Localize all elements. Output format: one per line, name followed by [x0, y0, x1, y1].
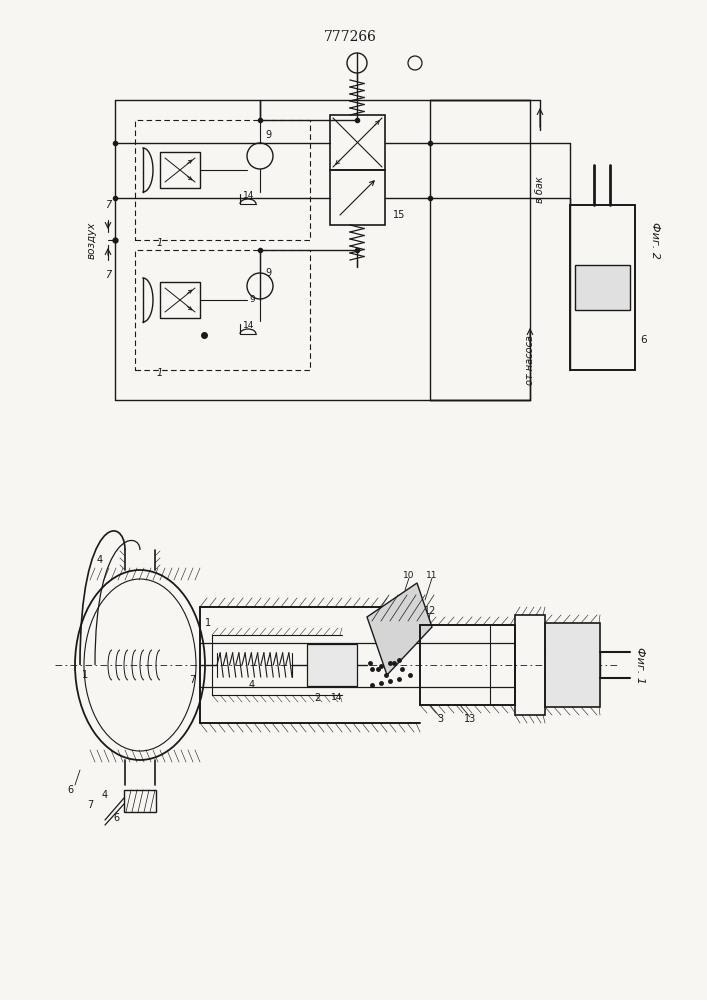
Text: воздух: воздух: [87, 221, 97, 259]
Text: в бак: в бак: [535, 177, 545, 203]
Text: 777266: 777266: [324, 30, 376, 44]
Text: 6: 6: [67, 785, 73, 795]
Text: от насоса: от насоса: [525, 335, 535, 385]
Bar: [135, 120, 310, 240]
Text: 3: 3: [437, 714, 443, 724]
Text: 14: 14: [243, 190, 255, 200]
Bar: [307, 644, 357, 686]
Text: 4: 4: [249, 680, 255, 690]
Text: 15: 15: [393, 210, 405, 220]
Text: 4: 4: [102, 790, 108, 800]
Polygon shape: [367, 583, 432, 675]
Text: 7: 7: [105, 200, 111, 210]
Bar: [160, 152, 200, 188]
Text: 6: 6: [114, 813, 120, 823]
Text: 6: 6: [640, 335, 647, 345]
Text: 7: 7: [87, 800, 93, 810]
Text: 14: 14: [243, 320, 255, 330]
Text: 9: 9: [249, 296, 255, 304]
Bar: [570, 205, 635, 370]
Text: 1: 1: [205, 618, 211, 628]
Text: 9: 9: [265, 130, 271, 140]
Text: 7: 7: [105, 270, 111, 280]
Text: 1: 1: [157, 238, 163, 248]
Text: 11: 11: [426, 570, 438, 580]
Bar: [515, 615, 545, 715]
Text: 14: 14: [332, 694, 343, 702]
Text: 10: 10: [403, 570, 415, 580]
Text: 13: 13: [464, 714, 476, 724]
Bar: [330, 115, 385, 170]
Text: 9: 9: [265, 268, 271, 278]
Bar: [545, 623, 600, 707]
Text: 1: 1: [157, 368, 163, 378]
Text: 4: 4: [97, 555, 103, 565]
Text: 2: 2: [314, 693, 320, 703]
Text: 12: 12: [423, 606, 436, 616]
Bar: [160, 282, 200, 318]
Bar: [135, 250, 310, 370]
Text: Фиг. 1: Фиг. 1: [635, 647, 645, 683]
Bar: [575, 265, 630, 310]
Text: 1: 1: [82, 670, 88, 680]
Text: 7: 7: [189, 675, 195, 685]
Bar: [124, 790, 156, 812]
Bar: [330, 170, 385, 225]
Text: Фиг. 2: Фиг. 2: [650, 222, 660, 258]
Bar: [420, 625, 515, 705]
